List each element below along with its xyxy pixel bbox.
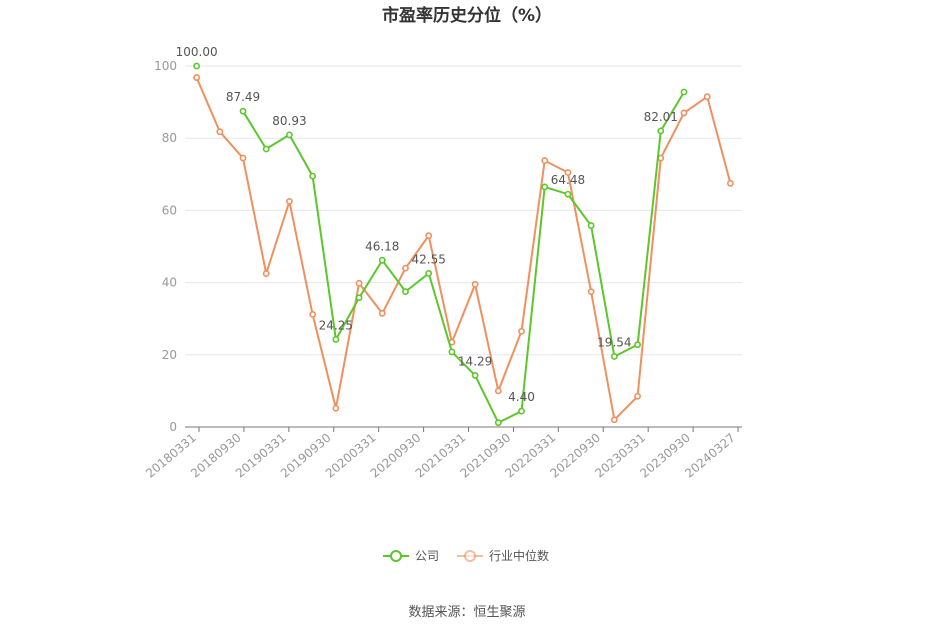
- data-point[interactable]: [262, 145, 270, 153]
- data-point[interactable]: [494, 387, 502, 395]
- data-label: 100.00: [176, 45, 218, 59]
- data-label: 14.29: [458, 354, 492, 368]
- legend-item[interactable]: 行业中位数: [457, 548, 549, 563]
- chart-title: 市盈率历史分位（%）: [382, 5, 552, 26]
- data-point[interactable]: [703, 93, 711, 101]
- y-tick-label: 0: [169, 420, 177, 434]
- data-point[interactable]: [332, 404, 340, 412]
- data-point[interactable]: [471, 372, 479, 379]
- data-point[interactable]: [425, 269, 433, 277]
- data-point[interactable]: [610, 353, 618, 360]
- legend-marker: [390, 550, 402, 562]
- series-行业中位数: [193, 74, 734, 424]
- data-label: 80.93: [272, 114, 306, 128]
- data-point[interactable]: [541, 157, 549, 164]
- x-axis: 2018033120180930201903312019093020200331…: [143, 426, 742, 481]
- data-point[interactable]: [378, 256, 386, 264]
- data-point[interactable]: [402, 288, 409, 296]
- data-point[interactable]: [587, 222, 595, 229]
- data-point[interactable]: [634, 341, 641, 349]
- data-point[interactable]: [193, 62, 201, 70]
- legend-label: 行业中位数: [489, 548, 549, 563]
- data-point[interactable]: [564, 190, 572, 198]
- data-point[interactable]: [286, 131, 293, 139]
- data-point[interactable]: [355, 279, 363, 287]
- y-tick-label: 100: [154, 59, 177, 73]
- data-point[interactable]: [239, 107, 247, 115]
- data-labels: 100.00 87.49 80.93 24.25 46.18 42.55 14.29 4.40…: [176, 45, 678, 404]
- data-label: 24.25: [319, 318, 353, 332]
- data-point[interactable]: [657, 127, 665, 135]
- data-point[interactable]: [239, 154, 247, 162]
- data-label: 87.49: [226, 90, 260, 104]
- series-line: [242, 91, 685, 425]
- data-point[interactable]: [564, 169, 572, 176]
- data-point[interactable]: [471, 281, 479, 288]
- y-tick-label: 20: [162, 348, 177, 362]
- data-label: 4.40: [508, 390, 535, 404]
- data-label: 46.18: [365, 239, 399, 253]
- y-axis: 0 20 40 60 80 100: [154, 59, 177, 434]
- data-point[interactable]: [680, 88, 688, 96]
- data-point[interactable]: [309, 310, 317, 318]
- data-point[interactable]: [262, 270, 270, 277]
- data-point[interactable]: [425, 232, 433, 240]
- data-label: 82.01: [644, 110, 678, 124]
- data-point[interactable]: [494, 419, 502, 427]
- source-note: 数据来源：恒生聚源: [408, 605, 525, 620]
- y-tick-label: 80: [162, 131, 177, 145]
- data-label: 19.54: [597, 335, 631, 349]
- data-point[interactable]: [518, 327, 525, 335]
- data-point[interactable]: [402, 264, 409, 272]
- y-tick-label: 60: [162, 203, 177, 217]
- data-point[interactable]: [518, 407, 525, 415]
- data-point[interactable]: [634, 392, 641, 400]
- series-layer: [193, 62, 734, 427]
- data-point[interactable]: [355, 294, 363, 302]
- data-point[interactable]: [726, 179, 734, 187]
- data-point[interactable]: [309, 172, 317, 180]
- data-point[interactable]: [541, 183, 549, 191]
- x-tick-label: 20240327: [682, 431, 738, 481]
- legend[interactable]: 公司 行业中位数: [383, 548, 549, 563]
- data-point[interactable]: [332, 336, 340, 343]
- series-公司: [193, 62, 688, 427]
- legend-item[interactable]: 公司: [383, 549, 439, 563]
- data-label: 42.55: [412, 252, 446, 266]
- data-point[interactable]: [610, 416, 618, 424]
- legend-marker: [464, 550, 476, 562]
- legend-label: 公司: [415, 549, 439, 563]
- data-label: 64.48: [551, 173, 585, 187]
- data-point[interactable]: [378, 309, 386, 317]
- data-point[interactable]: [448, 348, 456, 356]
- data-point[interactable]: [587, 288, 595, 296]
- data-point[interactable]: [216, 128, 224, 136]
- data-point[interactable]: [286, 197, 293, 205]
- data-point[interactable]: [680, 109, 688, 117]
- series-line: [195, 77, 732, 422]
- y-tick-label: 40: [162, 276, 177, 290]
- data-point[interactable]: [193, 74, 201, 81]
